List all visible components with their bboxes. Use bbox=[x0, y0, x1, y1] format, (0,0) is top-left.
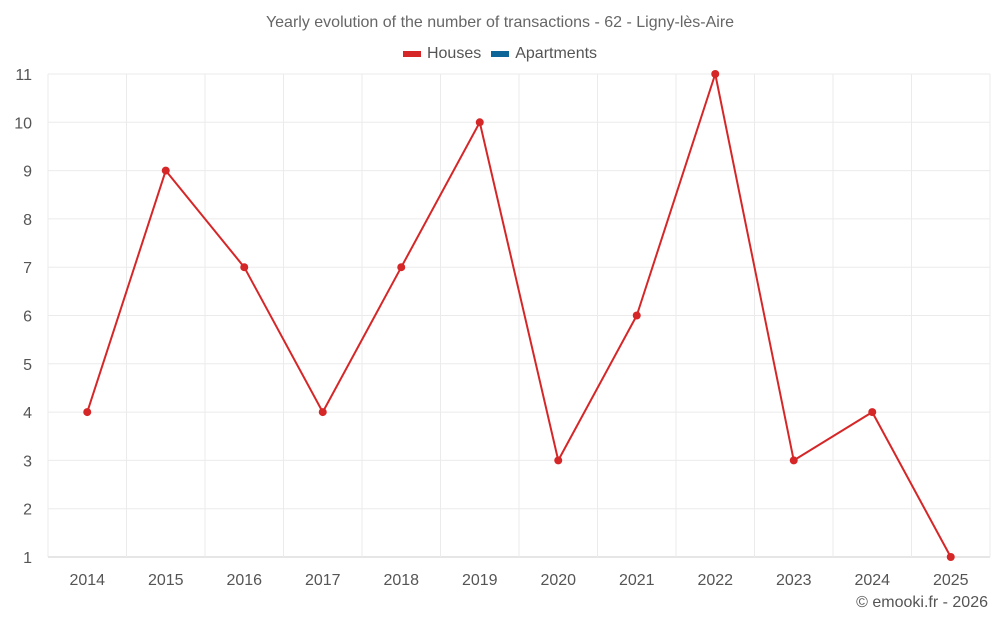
y-tick-label: 4 bbox=[23, 405, 32, 422]
data-point-houses-2025 bbox=[946, 553, 955, 561]
y-tick-label: 2 bbox=[23, 502, 32, 519]
data-point-houses-2016 bbox=[240, 263, 249, 272]
legend-swatch-houses bbox=[402, 51, 421, 57]
legend: Houses Apartments bbox=[0, 45, 1000, 63]
legend-swatch-apartments bbox=[491, 51, 510, 57]
y-tick-label: 8 bbox=[23, 212, 32, 229]
data-point-houses-2018 bbox=[397, 263, 406, 272]
y-tick-label: 10 bbox=[14, 115, 32, 132]
x-axis-ticks: 2014 2015 2016 2017 2018 2019 2020 2021 2022 2023… bbox=[69, 572, 968, 589]
legend-item-apartments[interactable]: Apartments bbox=[491, 45, 597, 63]
series-line-houses bbox=[86, 73, 952, 558]
legend-item-houses[interactable]: Houses bbox=[402, 45, 482, 63]
x-tick-label: 2019 bbox=[462, 572, 498, 589]
data-point-houses-2019 bbox=[475, 118, 484, 127]
data-point-houses-2020 bbox=[554, 456, 563, 465]
y-tick-label: 1 bbox=[23, 550, 32, 567]
legend-label-houses: Houses bbox=[426, 45, 482, 62]
data-point-houses-2014 bbox=[83, 408, 92, 417]
x-tick-label: 2022 bbox=[697, 572, 733, 589]
x-tick-label: 2023 bbox=[776, 572, 812, 589]
y-tick-label: 3 bbox=[23, 453, 32, 470]
series-group bbox=[83, 70, 955, 561]
data-point-houses-2017 bbox=[318, 408, 327, 417]
y-tick-label: 9 bbox=[23, 164, 32, 181]
x-tick-label: 2015 bbox=[148, 572, 184, 589]
x-tick-label: 2021 bbox=[619, 572, 655, 589]
x-tick-label: 2024 bbox=[854, 572, 890, 589]
x-tick-label: 2025 bbox=[933, 572, 969, 589]
y-axis-ticks: 1 2 3 4 5 6 7 8 9 10 11 bbox=[14, 67, 32, 567]
data-point-houses-2024 bbox=[868, 408, 877, 417]
data-point-houses-2022 bbox=[711, 70, 720, 78]
grid bbox=[47, 73, 991, 558]
legend-label-apartments: Apartments bbox=[515, 45, 598, 62]
y-tick-label: 7 bbox=[23, 260, 32, 277]
y-tick-label: 6 bbox=[23, 309, 32, 326]
x-tick-label: 2018 bbox=[383, 572, 419, 589]
credit-text: © emooki.fr - 2026 bbox=[856, 594, 988, 611]
y-tick-label: 5 bbox=[23, 357, 32, 374]
x-tick-label: 2016 bbox=[226, 572, 262, 589]
x-tick-label: 2020 bbox=[540, 572, 576, 589]
x-tick-label: 2017 bbox=[305, 572, 341, 589]
x-tick-label: 2014 bbox=[69, 572, 105, 589]
data-point-houses-2015 bbox=[161, 166, 170, 175]
y-tick-label: 11 bbox=[15, 67, 32, 84]
data-point-houses-2023 bbox=[789, 456, 798, 465]
chart-title: Yearly evolution of the number of transa… bbox=[265, 14, 735, 31]
data-point-houses-2021 bbox=[632, 311, 641, 320]
